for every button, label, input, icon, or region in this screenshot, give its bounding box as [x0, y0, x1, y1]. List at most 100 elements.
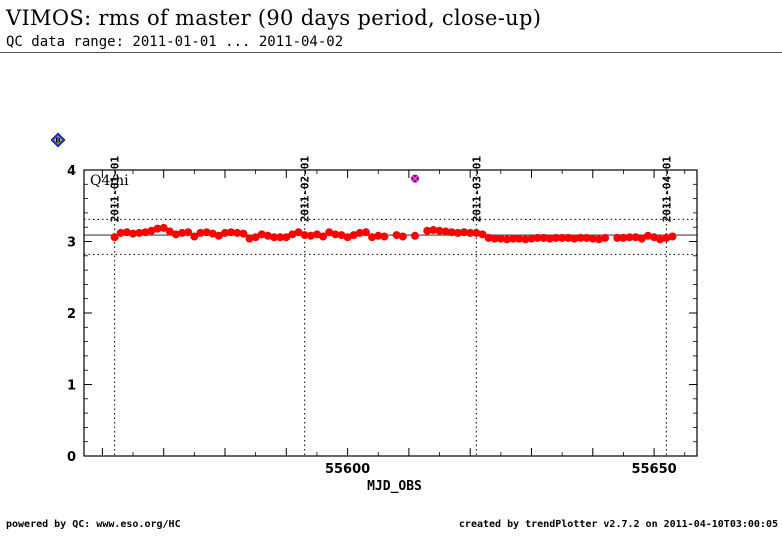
data-point	[257, 230, 266, 239]
data-point	[552, 233, 561, 242]
data-point	[398, 232, 407, 241]
data-point	[515, 234, 524, 243]
x-axis-label: MJD_OBS	[367, 479, 422, 494]
footer-powered-by: powered by QC: www.eso.org/HC	[6, 519, 181, 530]
data-point	[196, 228, 205, 237]
data-point	[570, 234, 579, 243]
data-point	[472, 228, 481, 237]
data-point	[288, 230, 297, 239]
data-point	[558, 233, 567, 242]
y-tick-label: 1	[67, 379, 76, 394]
data-point	[576, 233, 585, 242]
data-point	[178, 228, 187, 237]
data-point	[220, 228, 229, 237]
outlier-cross	[411, 175, 419, 182]
data-point	[484, 233, 493, 242]
data-point	[643, 231, 652, 240]
badge-label: B	[55, 137, 60, 145]
data-point	[533, 233, 542, 242]
data-point	[656, 235, 665, 244]
data-point	[116, 228, 125, 237]
data-point	[588, 234, 597, 243]
data-point	[245, 234, 254, 243]
data-point	[270, 233, 279, 242]
data-point	[411, 231, 420, 240]
data-point	[165, 227, 174, 236]
data-point	[337, 231, 346, 240]
plot-frame	[83, 169, 698, 457]
data-point	[423, 226, 432, 235]
data-point	[343, 233, 352, 242]
y-tick-label: 3	[67, 236, 76, 251]
data-point	[312, 230, 321, 239]
data-point	[466, 228, 475, 237]
data-point	[110, 233, 119, 242]
data-point	[631, 233, 640, 242]
data-point	[141, 228, 150, 237]
data-point	[625, 233, 634, 242]
data-point	[135, 228, 144, 237]
diamond-badge-icon: B	[50, 132, 66, 148]
data-point	[331, 230, 340, 239]
data-point	[294, 228, 303, 237]
data-point	[306, 231, 315, 240]
data-point	[129, 229, 138, 238]
chart-subtitle: QC data range: 2011-01-01 ... 2011-04-02	[6, 34, 344, 50]
chart-title: VIMOS: rms of master (90 days period, cl…	[6, 6, 542, 30]
y-tick-label: 4	[67, 164, 76, 179]
data-point	[460, 228, 469, 237]
data-point	[171, 230, 180, 239]
data-point	[582, 233, 591, 242]
data-point	[159, 223, 168, 232]
data-point	[380, 232, 389, 241]
data-point	[447, 228, 456, 237]
data-point	[619, 233, 628, 242]
date-marker-label: 2011-02-01	[299, 156, 312, 223]
data-point	[153, 224, 162, 233]
date-marker-label: 2011-04-01	[660, 156, 673, 223]
data-point	[509, 234, 518, 243]
data-point	[355, 228, 364, 237]
data-point	[545, 234, 554, 243]
data-point	[349, 231, 358, 240]
data-point	[361, 228, 370, 237]
data-point	[184, 228, 193, 237]
y-tick-label: 2	[67, 307, 76, 322]
data-point	[239, 229, 248, 238]
data-point	[233, 228, 242, 237]
data-point	[282, 233, 291, 242]
data-point	[637, 234, 646, 243]
data-point	[325, 228, 334, 237]
data-point	[453, 228, 462, 237]
data-point	[263, 231, 272, 240]
data-point	[594, 235, 603, 244]
data-point	[564, 233, 573, 242]
data-point	[214, 231, 223, 240]
data-point	[601, 233, 610, 242]
data-point	[276, 233, 285, 242]
data-point	[435, 226, 444, 235]
data-point	[392, 231, 401, 240]
date-marker-label: 2011-01-01	[109, 156, 122, 223]
data-point	[190, 232, 199, 241]
data-point	[490, 234, 499, 243]
data-point	[502, 235, 511, 244]
data-point	[374, 231, 383, 240]
data-point	[251, 233, 260, 242]
data-point	[496, 234, 505, 243]
y-tick-label: 0	[67, 450, 76, 465]
date-marker-label: 2011-03-01	[470, 156, 483, 223]
data-point	[208, 229, 217, 238]
data-point	[122, 228, 131, 237]
data-point	[521, 235, 530, 244]
header-divider	[0, 52, 782, 53]
data-point	[202, 228, 211, 237]
data-point	[147, 226, 156, 235]
data-point	[368, 233, 377, 242]
data-point	[668, 232, 677, 241]
data-point	[429, 226, 438, 235]
data-point	[527, 234, 536, 243]
data-point	[613, 233, 622, 242]
data-point	[300, 231, 309, 240]
